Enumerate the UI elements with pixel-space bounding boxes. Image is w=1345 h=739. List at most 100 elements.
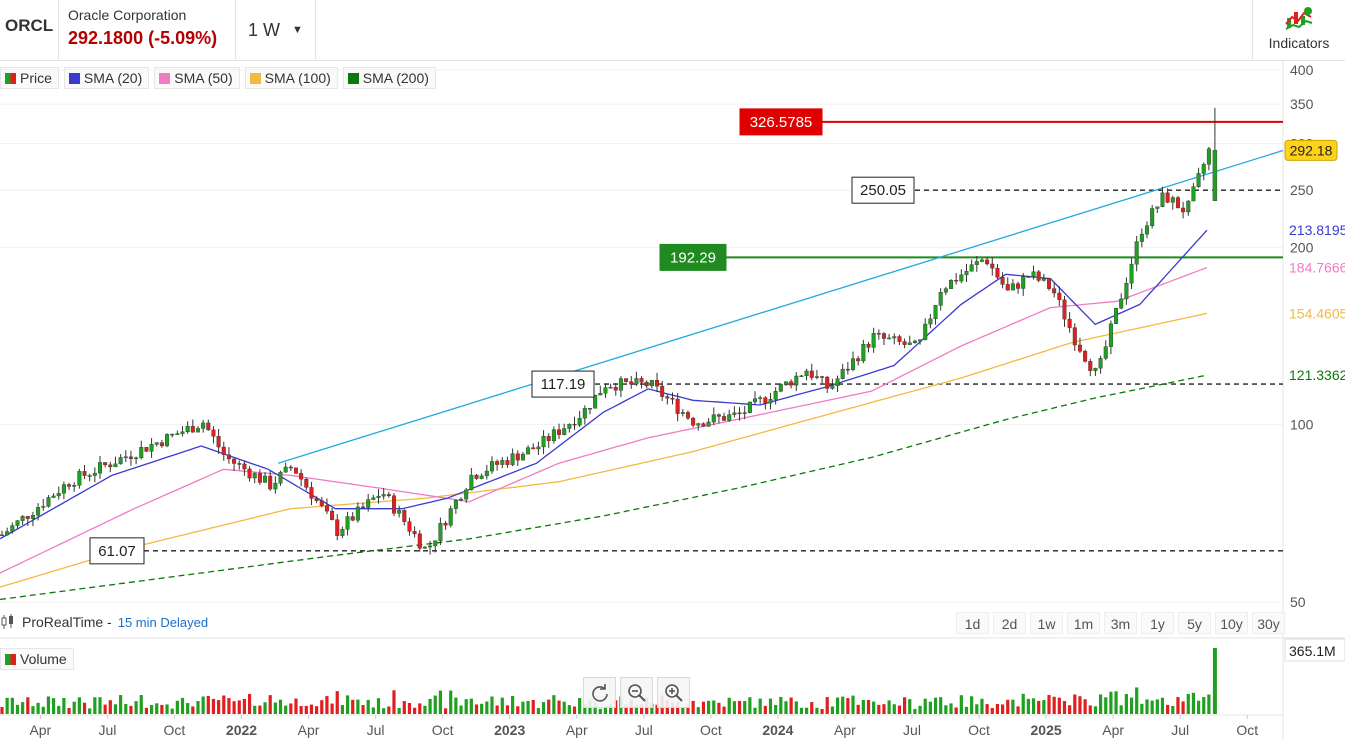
- volume-bar: [1124, 694, 1128, 714]
- reset-zoom-button[interactable]: [583, 677, 616, 708]
- candle-body: [851, 358, 856, 370]
- candle-body: [1021, 276, 1026, 289]
- volume-bar: [609, 703, 613, 714]
- volume-bar: [882, 704, 886, 714]
- candle-body: [541, 436, 546, 448]
- volume-bar: [469, 698, 473, 714]
- x-tick-label: Jul: [98, 722, 116, 738]
- sma-tag-label: 121.3362: [1289, 367, 1345, 383]
- interval-selector[interactable]: 1 W ▼: [236, 0, 314, 60]
- volume-bar: [789, 697, 793, 714]
- candle-body: [402, 510, 407, 522]
- volume-bar: [103, 704, 107, 714]
- candle-body: [505, 460, 510, 465]
- candle-body: [835, 378, 840, 387]
- candle-body: [123, 456, 128, 459]
- volume-bar: [72, 701, 76, 714]
- candle-body: [949, 280, 954, 289]
- volume-bar: [253, 705, 257, 714]
- legend-sma-100[interactable]: SMA (100): [244, 67, 338, 89]
- volume-bar: [939, 697, 943, 714]
- level-label-text: 61.07: [98, 543, 136, 560]
- volume-bar: [552, 695, 556, 714]
- candle-body: [175, 433, 180, 435]
- volume-bar: [459, 705, 463, 714]
- volume-bar: [970, 696, 974, 714]
- candle-body: [386, 494, 391, 496]
- candle-body: [737, 412, 742, 414]
- legend-sma-200[interactable]: SMA (200): [342, 67, 436, 89]
- candle-body: [943, 288, 948, 293]
- candle-body: [108, 464, 113, 468]
- candle-body: [1186, 200, 1191, 213]
- range-10y[interactable]: 10y: [1215, 612, 1248, 634]
- volume-bar: [748, 697, 752, 714]
- candle-body: [103, 462, 108, 466]
- candle-body: [830, 385, 835, 389]
- volume-bar: [165, 704, 169, 714]
- level-label: 326.5785: [739, 108, 823, 136]
- candle-body: [1047, 278, 1052, 289]
- level-label-box: [89, 537, 145, 565]
- volume-bar: [356, 699, 360, 714]
- legend-sma-50[interactable]: SMA (50): [154, 67, 240, 89]
- zoom-out-button[interactable]: [620, 677, 653, 708]
- candle-body: [985, 259, 990, 265]
- range-1d[interactable]: 1d: [956, 612, 989, 634]
- candle-body: [371, 497, 376, 500]
- price-chart[interactable]: 50100200250300350400AprJulOct2022AprJulO…: [0, 61, 1345, 739]
- candle-body: [814, 376, 819, 378]
- legend-price[interactable]: Price: [0, 67, 59, 89]
- range-30y[interactable]: 30y: [1252, 612, 1285, 634]
- volume-bar: [206, 695, 210, 714]
- source-label: ProRealTime -: [22, 614, 112, 630]
- candle-body: [381, 494, 386, 497]
- volume-bar: [15, 704, 20, 714]
- candle-body: [783, 381, 788, 385]
- candle-body: [82, 471, 87, 476]
- zoom-in-button[interactable]: [657, 677, 690, 708]
- candle-body: [5, 531, 10, 536]
- candle-body: [1206, 148, 1211, 165]
- volume-bar: [541, 702, 546, 714]
- level-label: 192.29: [659, 243, 727, 271]
- legend-volume[interactable]: Volume: [0, 648, 74, 670]
- candle-body: [562, 428, 567, 435]
- volume-bar: [284, 705, 288, 714]
- volume-bar: [995, 704, 1000, 714]
- candle-body: [195, 428, 200, 433]
- volume-bar: [325, 696, 329, 714]
- candle-body: [438, 523, 443, 541]
- range-2d[interactable]: 2d: [993, 612, 1026, 634]
- legend-sma-20[interactable]: SMA (20): [63, 67, 150, 89]
- candle-body: [789, 381, 794, 386]
- candle-body: [546, 436, 551, 441]
- range-5y[interactable]: 5y: [1178, 612, 1211, 634]
- candle-body: [1108, 323, 1113, 347]
- range-1w[interactable]: 1w: [1030, 612, 1063, 634]
- candle-body: [330, 510, 335, 520]
- range-3m[interactable]: 3m: [1104, 612, 1137, 634]
- volume-bar: [897, 705, 902, 714]
- volume-bar: [841, 696, 845, 714]
- candle-body: [804, 370, 809, 377]
- candle-body: [293, 467, 298, 474]
- range-1y[interactable]: 1y: [1141, 612, 1174, 634]
- candle-body: [979, 259, 984, 262]
- volume-bar: [727, 697, 731, 714]
- indicators-button[interactable]: Indicators: [1253, 0, 1345, 60]
- candle-body: [727, 414, 732, 421]
- y-tick-label: 400: [1290, 62, 1314, 78]
- ticker-symbol[interactable]: ORCL: [5, 16, 54, 35]
- candle-body: [51, 495, 56, 498]
- candle-body: [840, 368, 845, 379]
- x-tick-label: 2023: [494, 722, 525, 738]
- candle-body: [866, 344, 871, 348]
- candle-body: [928, 318, 933, 325]
- candle-body: [1041, 278, 1046, 281]
- volume-bar: [547, 699, 551, 714]
- candle-body: [428, 545, 433, 548]
- range-1m[interactable]: 1m: [1067, 612, 1100, 634]
- candle-body: [969, 264, 974, 272]
- candle-body: [185, 425, 190, 433]
